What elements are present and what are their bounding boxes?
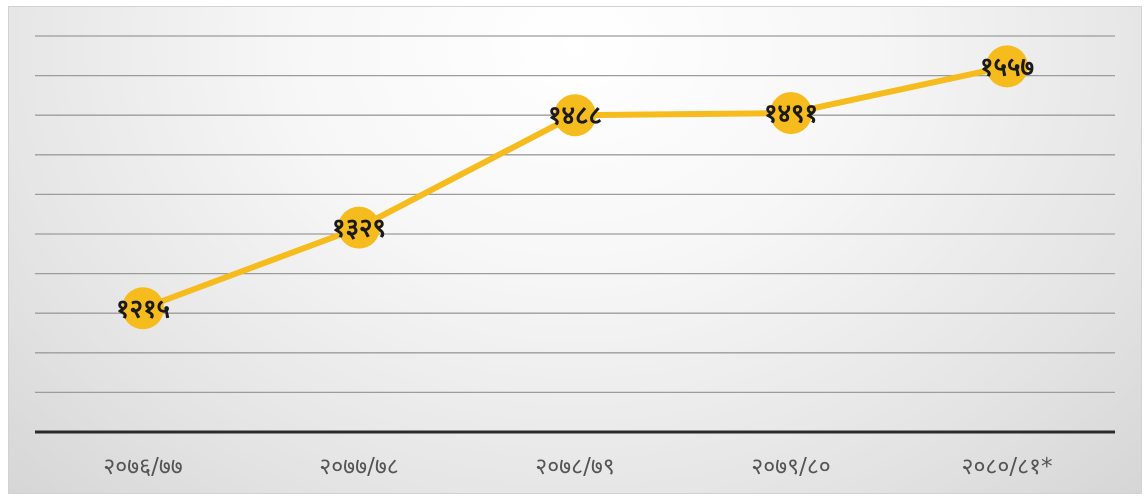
x-tick-label: २०७७/७८: [319, 454, 399, 480]
data-label: १२१५: [116, 294, 170, 324]
x-tick-label: २०७६/७७: [103, 454, 183, 480]
data-point: [338, 206, 380, 249]
data-label: १४९१: [764, 99, 818, 129]
x-tick-label: २०७९/८०: [751, 454, 831, 480]
data-point: [122, 287, 164, 330]
data-point: [986, 45, 1028, 88]
data-points: [122, 45, 1028, 330]
data-point: [770, 92, 812, 135]
data-label: १५५७: [980, 52, 1034, 82]
data-label: १३२९: [332, 214, 386, 244]
x-tick-labels: २०७६/७७ २०७७/७८ २०७८/७९ २०७९/८० २०८०/८१*: [103, 454, 1052, 480]
data-labels: १२१५ १३२९ १४८८ १४९१ १५५७: [116, 52, 1034, 324]
data-label: १४८८: [548, 101, 602, 131]
x-tick-label: २०७८/७९: [535, 454, 615, 480]
gridlines: [35, 35, 1115, 394]
data-point: [554, 94, 596, 137]
x-tick-label: २०८०/८१*: [961, 454, 1052, 480]
chart-frame: [8, 6, 1142, 494]
